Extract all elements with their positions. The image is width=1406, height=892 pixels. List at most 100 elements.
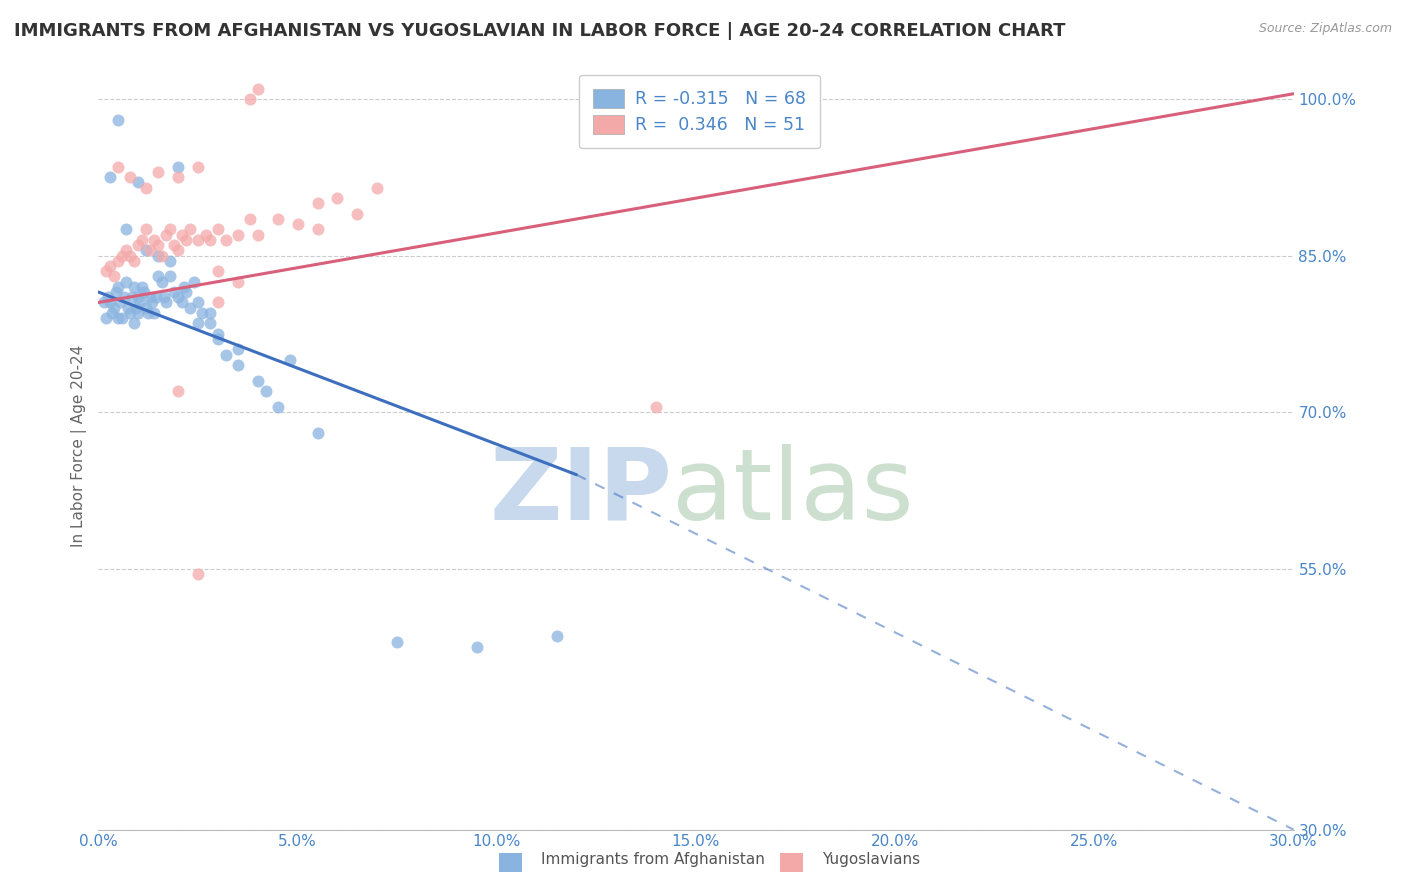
Point (307, 196, 329, 211)
Point (103, 269, 125, 284)
Point (198, 233, 221, 247)
Point (107, 112, 129, 127)
Point (127, 290, 149, 304)
Point (174, 285, 197, 299)
Point (226, 343, 249, 357)
Point (110, 295, 132, 310)
Text: atlas: atlas (672, 443, 914, 541)
Point (215, 348, 238, 362)
Point (131, 233, 153, 247)
Point (143, 233, 166, 247)
Point (125, 301, 148, 315)
Point (103, 301, 125, 315)
Point (267, 400, 290, 414)
Point (226, 358, 249, 372)
Point (366, 180, 388, 194)
Point (107, 280, 129, 294)
Point (254, 384, 277, 399)
Point (346, 207, 368, 221)
Point (107, 253, 129, 268)
Point (215, 233, 238, 247)
Point (115, 244, 138, 258)
Point (159, 253, 181, 268)
Point (187, 160, 209, 174)
Point (207, 326, 229, 341)
Point (207, 332, 229, 346)
Point (163, 285, 186, 299)
Point (645, 400, 668, 414)
Point (207, 222, 229, 236)
Point (167, 244, 190, 258)
Point (98, 295, 122, 310)
Text: Source: ZipAtlas.com: Source: ZipAtlas.com (1258, 22, 1392, 36)
Point (96, 311, 118, 326)
Point (167, 290, 190, 304)
Point (207, 295, 229, 310)
Point (246, 81, 269, 95)
Point (148, 269, 170, 284)
Text: Immigrants from Afghanistan: Immigrants from Afghanistan (541, 852, 765, 867)
Point (172, 227, 194, 242)
Point (141, 295, 163, 310)
Point (135, 222, 157, 236)
Point (139, 244, 162, 258)
Point (135, 301, 157, 315)
Point (148, 165, 170, 179)
Point (239, 92, 262, 106)
Point (195, 227, 218, 242)
Point (139, 290, 162, 304)
Point (153, 290, 176, 304)
Point (120, 170, 142, 185)
Point (183, 275, 205, 289)
Point (136, 306, 159, 320)
Point (120, 248, 142, 262)
Point (246, 227, 269, 242)
Point (131, 280, 153, 294)
Point (124, 253, 146, 268)
Point (97, 290, 120, 304)
Point (98, 259, 122, 273)
Point (145, 290, 167, 304)
Point (150, 275, 173, 289)
Point (465, 640, 488, 654)
Point (127, 306, 149, 320)
Point (174, 233, 197, 247)
Point (173, 280, 195, 294)
Text: ZIP: ZIP (489, 443, 672, 541)
Point (155, 295, 177, 310)
Point (546, 630, 568, 644)
Point (129, 295, 152, 310)
Point (163, 238, 186, 252)
Point (191, 306, 214, 320)
Point (167, 384, 190, 399)
Point (93, 295, 115, 310)
Point (143, 306, 166, 320)
Point (115, 222, 138, 236)
Point (111, 248, 134, 262)
Legend: R = -0.315   N = 68, R =  0.346   N = 51: R = -0.315 N = 68, R = 0.346 N = 51 (579, 75, 820, 148)
Point (127, 176, 149, 190)
Point (155, 227, 177, 242)
Point (159, 269, 181, 284)
Point (246, 374, 269, 388)
Point (127, 238, 149, 252)
Point (307, 222, 329, 236)
Point (105, 285, 128, 299)
Point (107, 160, 129, 174)
Point (148, 238, 170, 252)
Point (167, 170, 190, 185)
Point (226, 227, 249, 242)
Point (287, 217, 309, 231)
Point (179, 222, 201, 236)
Point (179, 301, 201, 315)
Point (207, 264, 229, 278)
Point (135, 180, 157, 194)
Point (187, 233, 209, 247)
Point (150, 248, 173, 262)
Point (267, 212, 290, 227)
Point (239, 212, 262, 227)
Point (96, 264, 118, 278)
Point (198, 306, 221, 320)
Point (187, 295, 209, 310)
Point (187, 317, 209, 331)
